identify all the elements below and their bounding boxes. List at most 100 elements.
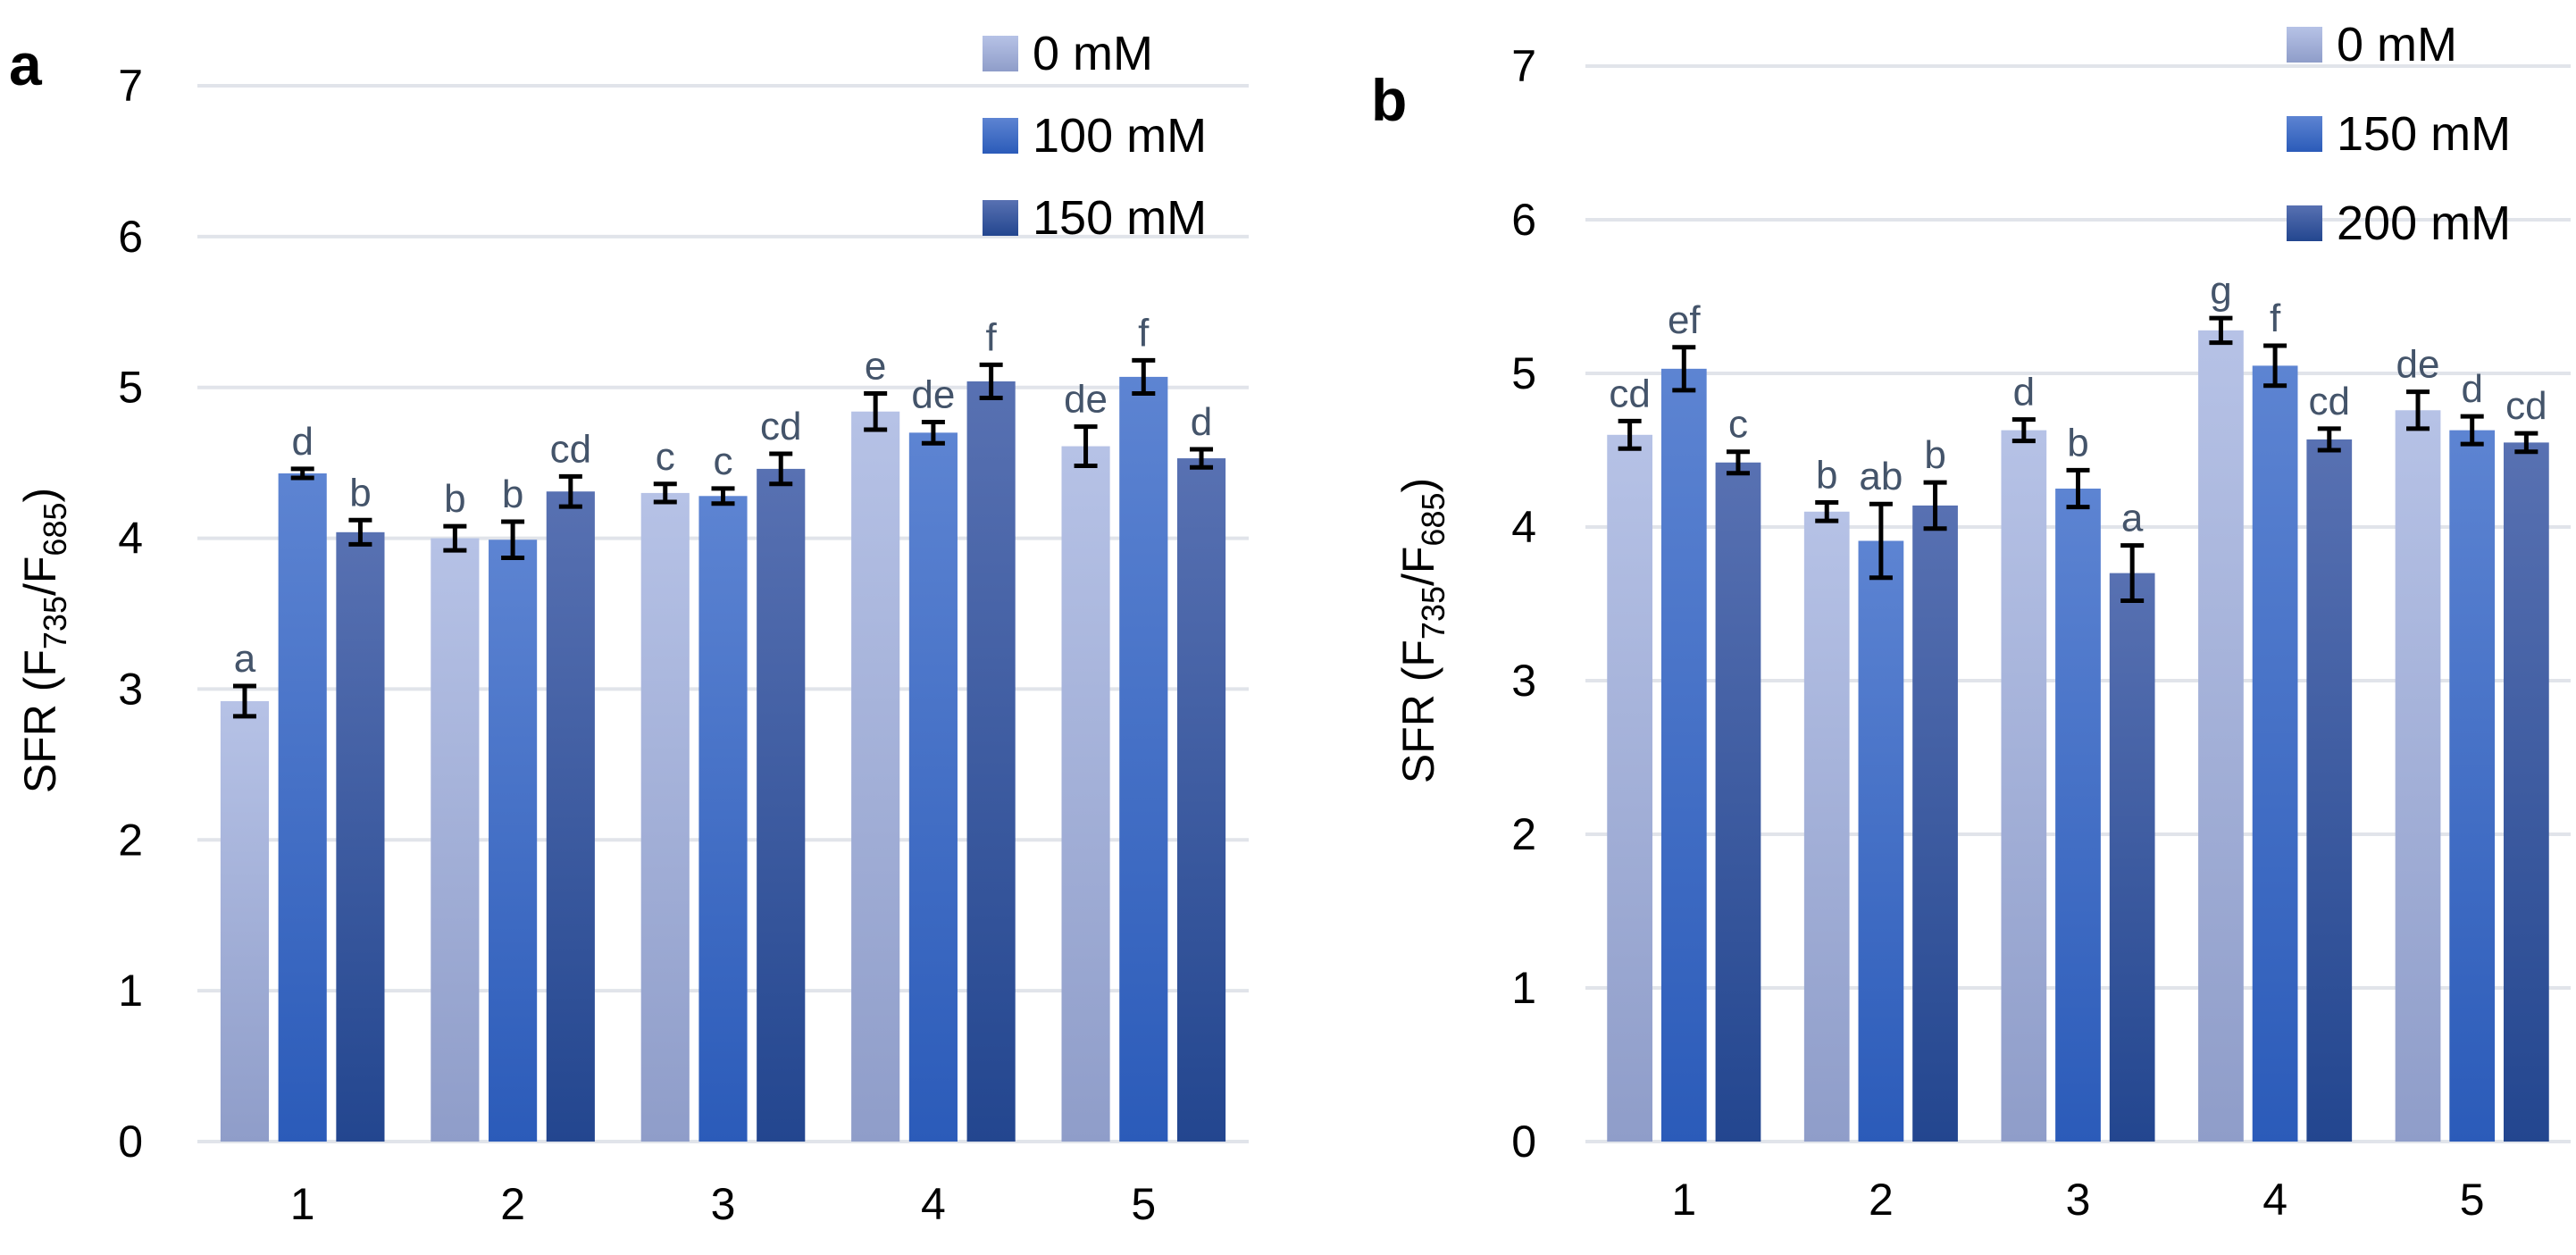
significance-letter: g (2210, 269, 2231, 313)
x-tick-label: 2 (500, 1179, 525, 1229)
legend-swatch (2287, 27, 2322, 63)
y-tick-label: 5 (118, 363, 143, 413)
bar (966, 381, 1016, 1142)
significance-letter: cd (550, 427, 591, 471)
significance-letter: ef (1668, 298, 1701, 342)
bar (757, 468, 806, 1142)
significance-letter: d (291, 420, 313, 464)
significance-letter: c (714, 439, 733, 483)
y-tick-label: 3 (118, 664, 143, 714)
significance-letter: d (2013, 371, 2035, 414)
y-tick-label: 0 (118, 1117, 143, 1167)
bar (1858, 540, 1904, 1142)
y-axis-label: SFR (F735/F685) (1393, 478, 1451, 783)
bar (336, 531, 385, 1142)
bar (851, 411, 900, 1142)
significance-letter: b (2067, 421, 2088, 464)
x-tick-label: 1 (1671, 1175, 1696, 1225)
bar (640, 492, 690, 1142)
significance-letter: a (2121, 497, 2144, 540)
y-tick-label: 2 (118, 815, 143, 865)
significance-letter: c (656, 435, 675, 479)
significance-letter: d (1191, 400, 1212, 444)
significance-letter: b (444, 477, 465, 521)
y-tick-label: 2 (1511, 809, 1536, 859)
panel-label: b (1371, 67, 1407, 133)
bar (489, 540, 538, 1142)
bar (1912, 505, 1958, 1142)
bar (698, 496, 748, 1142)
bar (1119, 376, 1168, 1142)
legend-label: 150 mM (2337, 107, 2511, 161)
x-tick-label: 2 (1869, 1175, 1894, 1225)
significance-letter: f (2270, 297, 2281, 340)
x-tick-label: 5 (2460, 1175, 2485, 1225)
bar (1061, 446, 1110, 1142)
y-tick-label: 1 (118, 966, 143, 1016)
significance-letter: cd (2505, 384, 2547, 428)
significance-letter: c (1728, 403, 1748, 447)
legend-swatch (983, 200, 1018, 236)
bar (2449, 430, 2496, 1142)
significance-letter: b (349, 471, 371, 515)
y-tick-label: 5 (1511, 348, 1536, 398)
bar (2395, 410, 2441, 1142)
bar (1660, 368, 1707, 1142)
bar (1607, 434, 1653, 1142)
bar (2109, 573, 2155, 1142)
legend-label: 0 mM (1033, 27, 1153, 80)
y-tick-label: 6 (1511, 195, 1536, 245)
bar (1803, 511, 1850, 1142)
panel-label: a (9, 31, 43, 97)
bar (2198, 330, 2244, 1142)
significance-letter: ab (1859, 455, 1903, 498)
y-tick-label: 3 (1511, 656, 1536, 706)
x-tick-label: 3 (711, 1179, 736, 1229)
bar (1176, 458, 1226, 1142)
bar (220, 700, 270, 1142)
legend-swatch (983, 36, 1018, 71)
significance-letter: f (986, 315, 998, 359)
significance-letter: a (234, 637, 256, 681)
bar (2503, 442, 2549, 1142)
significance-letter: de (911, 373, 955, 417)
legend-label: 100 mM (1033, 109, 1207, 163)
bar (908, 432, 958, 1142)
legend-swatch (983, 118, 1018, 154)
legend-label: 150 mM (1033, 191, 1207, 245)
significance-letter: cd (1609, 372, 1650, 415)
significance-letter: de (1064, 378, 1108, 422)
significance-letter: de (2396, 343, 2440, 387)
bar (2001, 430, 2047, 1142)
x-tick-label: 1 (290, 1179, 315, 1229)
y-axis-label: SFR (F735/F685) (15, 488, 73, 793)
x-tick-label: 3 (2066, 1175, 2091, 1225)
legend-swatch (2287, 205, 2322, 241)
bar (2306, 439, 2353, 1142)
y-tick-label: 7 (1511, 41, 1536, 91)
bar (431, 538, 480, 1142)
legend-swatch (2287, 116, 2322, 152)
y-tick-label: 6 (118, 212, 143, 262)
legend-label: 200 mM (2337, 197, 2511, 250)
bar (546, 491, 595, 1142)
y-tick-label: 1 (1511, 963, 1536, 1013)
bar (2252, 365, 2298, 1142)
x-tick-label: 4 (2262, 1175, 2287, 1225)
significance-letter: b (502, 473, 523, 516)
significance-letter: b (1924, 433, 1945, 477)
significance-letter: cd (760, 405, 801, 448)
y-tick-label: 4 (118, 514, 143, 564)
y-tick-label: 4 (1511, 502, 1536, 552)
bar (2055, 489, 2101, 1142)
y-tick-label: 7 (118, 61, 143, 111)
y-tick-label: 0 (1511, 1117, 1536, 1167)
x-tick-label: 5 (1131, 1179, 1156, 1229)
significance-letter: e (865, 344, 886, 388)
significance-letter: cd (2309, 380, 2350, 423)
bar (1715, 462, 1761, 1142)
significance-letter: d (2461, 367, 2482, 411)
